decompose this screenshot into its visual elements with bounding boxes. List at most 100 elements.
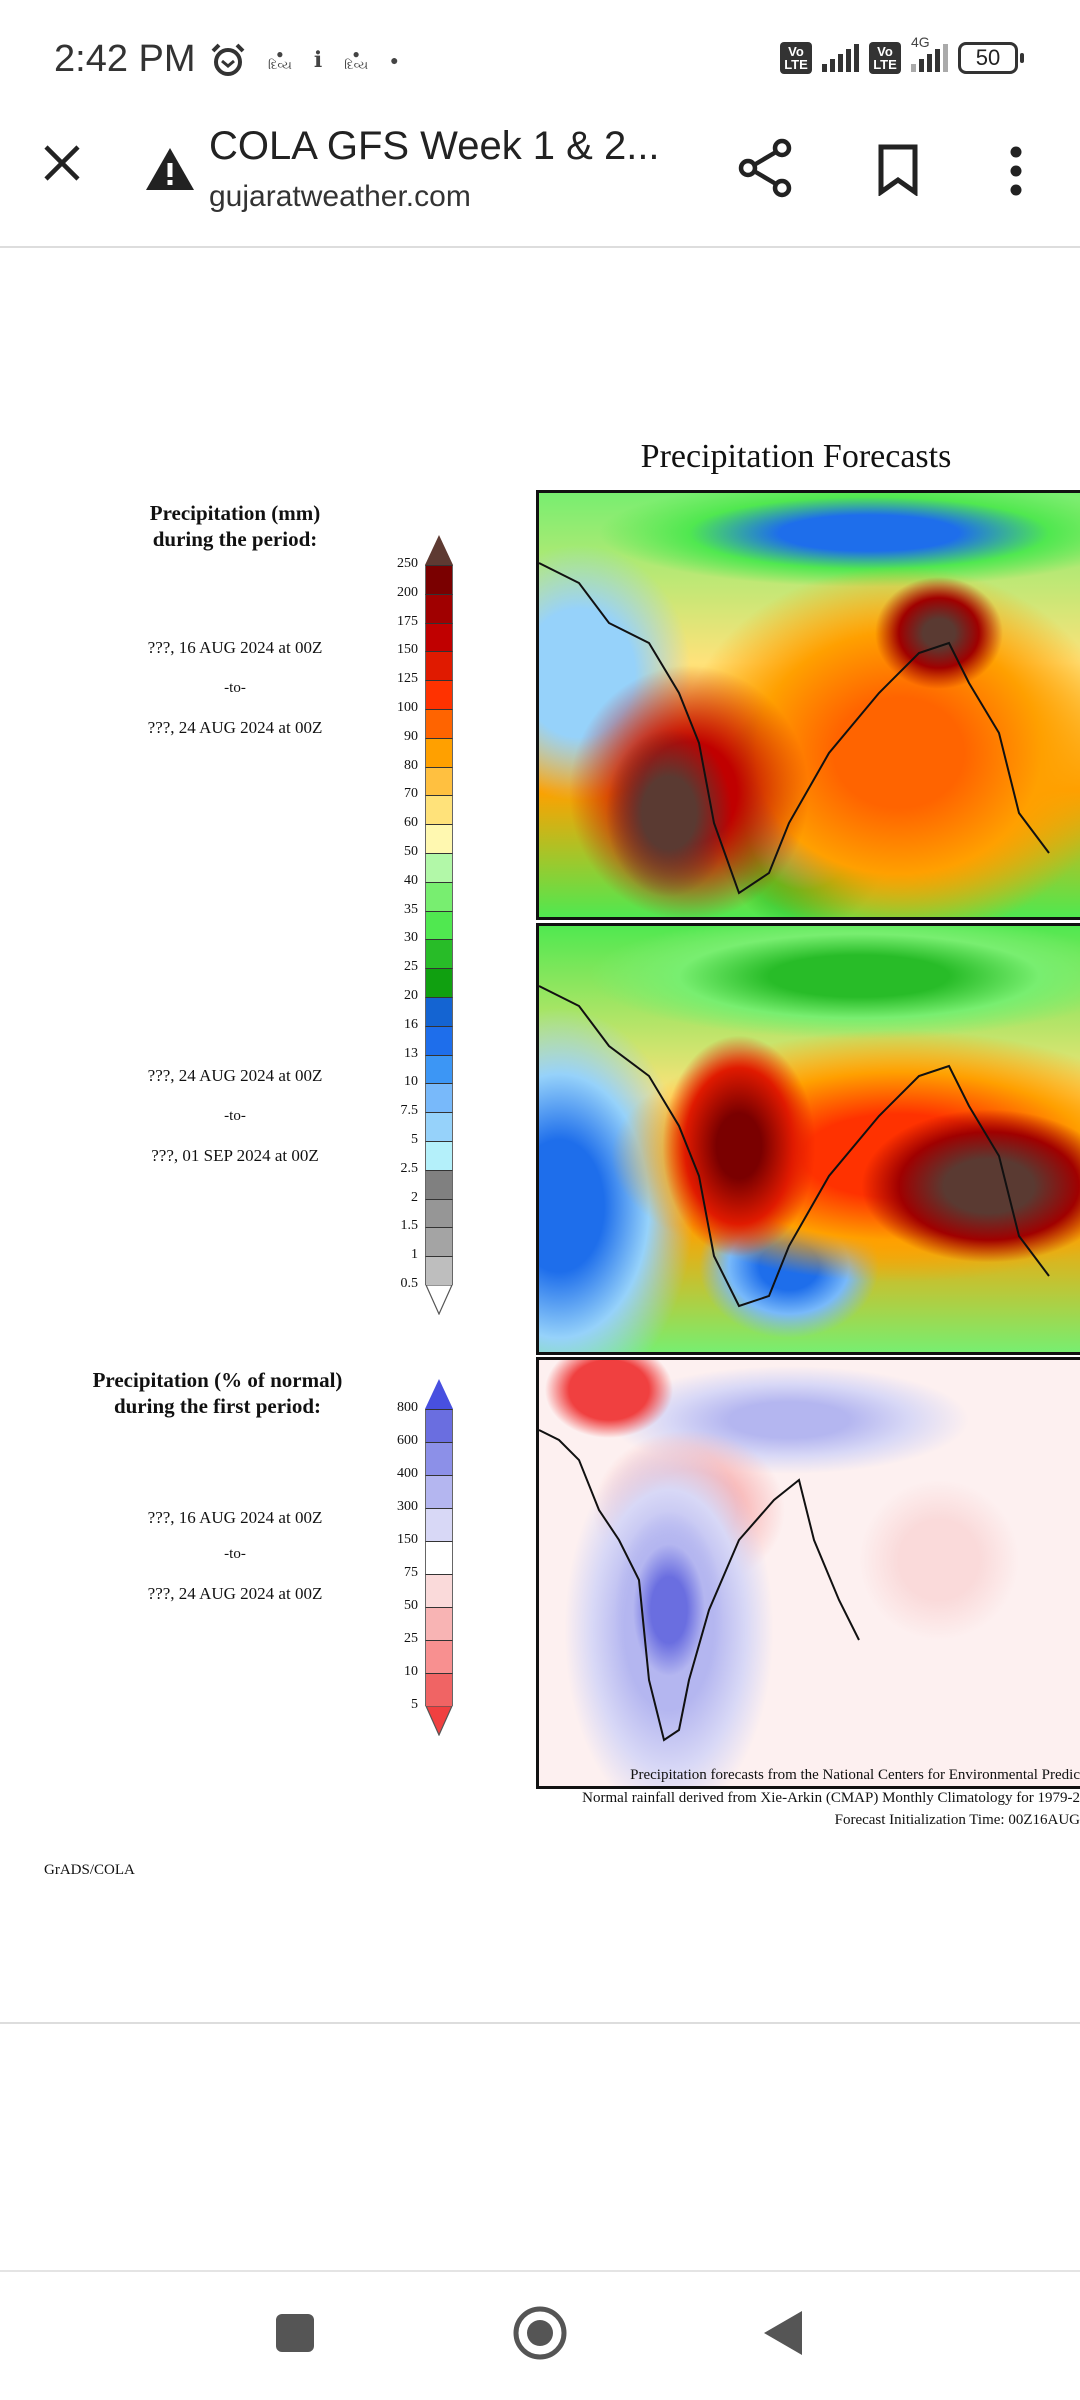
colorbar-tick-label: 800 (397, 1400, 418, 1415)
colorbar-tick-label: 5 (411, 1132, 418, 1147)
period1-to-label: -to- (224, 680, 246, 696)
colorbar-cell (425, 1025, 453, 1055)
colorbar-tick-label: 600 (397, 1433, 418, 1448)
map-week2-precip (536, 923, 1080, 1355)
back-icon (764, 2311, 802, 2355)
home-icon (513, 2306, 567, 2360)
period2-to: ???, 01 SEP 2024 at 00Z (151, 1146, 319, 1165)
colorbar-cell (425, 968, 453, 997)
legend1-title: Precipitation (mm) during the period: (60, 500, 410, 552)
nav-divider (0, 2270, 1080, 2272)
colorbar-tick-label: 16 (404, 1016, 418, 1032)
colorbar-tick-label: 150 (397, 642, 418, 658)
colorbar-cell (425, 1054, 453, 1084)
colorbar-cell (425, 1574, 453, 1607)
share-icon (738, 138, 792, 198)
legend1-title-line2: during the period: (152, 527, 318, 551)
colorbar-cell (425, 997, 453, 1026)
battery-icon: 50 (958, 42, 1024, 74)
status-notification-icons: ● દિવ્ય ℹ ● દિવ્ય ● (210, 42, 399, 78)
colorbar-tick-label: 70 (404, 786, 418, 802)
colorbar-cell (425, 1083, 453, 1113)
colorbar-tick-label: 80 (404, 757, 418, 773)
coastline-overlay (539, 985, 1050, 1308)
close-icon (44, 145, 80, 181)
notification-icon: ℹ (313, 47, 323, 72)
period2-from: ???, 24 AUG 2024 at 00Z (147, 1066, 323, 1085)
period1-from: ???, 16 AUG 2024 at 00Z (147, 638, 323, 657)
colorbar-cell (425, 1256, 453, 1285)
colorbar-tick-label: 20 (404, 988, 418, 1003)
colorbar-tick-label: 60 (404, 815, 418, 831)
legend2-title-line1: Precipitation (% of normal) (92, 1368, 343, 1392)
back-button[interactable] (762, 2309, 804, 2362)
colorbar-tick-label: 125 (397, 671, 418, 687)
colorbar-tick-label: 300 (397, 1499, 418, 1514)
colorbar-cell (425, 709, 453, 738)
colorbar-tick-label: 10 (404, 1664, 418, 1679)
warning-icon (146, 148, 194, 190)
page-url: gujaratweather.com (209, 180, 471, 213)
home-button[interactable] (512, 2305, 568, 2366)
colorbar-tick-label: 90 (404, 728, 418, 744)
footer-line1: Precipitation forecasts from the Nationa… (630, 1767, 1080, 1783)
colorbar-tick-label: 13 (404, 1045, 418, 1061)
coastline-overlay (539, 1429, 860, 1742)
colorbar-cell (425, 1141, 453, 1170)
more-vert-icon (1010, 146, 1022, 196)
colorbar-cell (425, 680, 453, 709)
footer-line2: Normal rainfall derived from Xie-Arkin (… (582, 1790, 1080, 1806)
bookmark-icon (878, 144, 918, 197)
share-button[interactable] (738, 138, 794, 203)
colorbar-top-arrow (425, 1379, 453, 1409)
grads-credit: GrADS/COLA (44, 1862, 135, 1878)
colorbar-tick-label: 2.5 (400, 1160, 419, 1176)
close-button[interactable] (42, 140, 82, 192)
colorbar-cell (425, 1198, 453, 1228)
content-divider (0, 2022, 1080, 2024)
recents-button[interactable] (275, 2313, 315, 2358)
more-options-button[interactable] (1006, 146, 1026, 201)
alarm-icon (211, 43, 245, 76)
custom-tab-toolbar: COLA GFS Week 1 & 2... gujaratweather.co… (0, 110, 1080, 235)
colorbar-tick-label: 5 (411, 1697, 418, 1712)
status-time: 2:42 PM (54, 38, 196, 80)
colorbar-cell (425, 737, 453, 767)
colorbar-tick-label: 200 (397, 584, 418, 600)
colorbar-cell (425, 1607, 453, 1640)
dot-icon: ● (390, 52, 399, 68)
bookmark-button[interactable] (878, 144, 918, 201)
colorbar-cell (425, 622, 453, 652)
colorbar-cell (425, 881, 453, 911)
colorbar-tick-label: 50 (404, 844, 418, 859)
coastline-overlay (539, 562, 1050, 895)
colorbar-tick-label: 50 (404, 1598, 418, 1613)
colorbar-cell (425, 1112, 453, 1141)
colorbar-tick-label: 10 (404, 1074, 418, 1090)
colorbar-tick-label: 250 (397, 556, 418, 571)
colorbar-cell (425, 1442, 453, 1475)
site-info-button[interactable] (144, 146, 196, 197)
colorbar-tick-label: 2 (411, 1189, 418, 1205)
figure-title: Precipitation Forecasts (640, 438, 952, 475)
map-percent-normal (536, 1357, 1080, 1789)
colorbar-cell (425, 565, 453, 594)
colorbar-tick-label: 100 (397, 700, 418, 715)
page-title: COLA GFS Week 1 & 2... (209, 124, 660, 168)
colorbar-cell (425, 1169, 453, 1199)
signal-icon (822, 44, 859, 72)
colorbar-bottom-arrow (425, 1705, 453, 1737)
colorbar-tick-label: 0.5 (400, 1276, 419, 1291)
colorbar-cell (425, 853, 453, 882)
colorbar-cell (425, 651, 453, 681)
volte-icon: Vo LTE (780, 42, 812, 74)
colorbar-cell (425, 1475, 453, 1508)
colorbar-cell (425, 1508, 453, 1541)
colorbar-bottom-arrow (425, 1284, 453, 1316)
map-week1-precip (536, 490, 1080, 920)
status-bar: 2:42 PM ● દિવ્ય ℹ ● દિવ્ય ● Vo LTE Vo LTE … (0, 34, 1080, 88)
colorbar-cell (425, 1640, 453, 1673)
legend2-title: Precipitation (% of normal) during the f… (60, 1367, 375, 1419)
colorbar-tick-label: 40 (404, 872, 418, 888)
colorbar-tick-label: 35 (404, 901, 418, 917)
